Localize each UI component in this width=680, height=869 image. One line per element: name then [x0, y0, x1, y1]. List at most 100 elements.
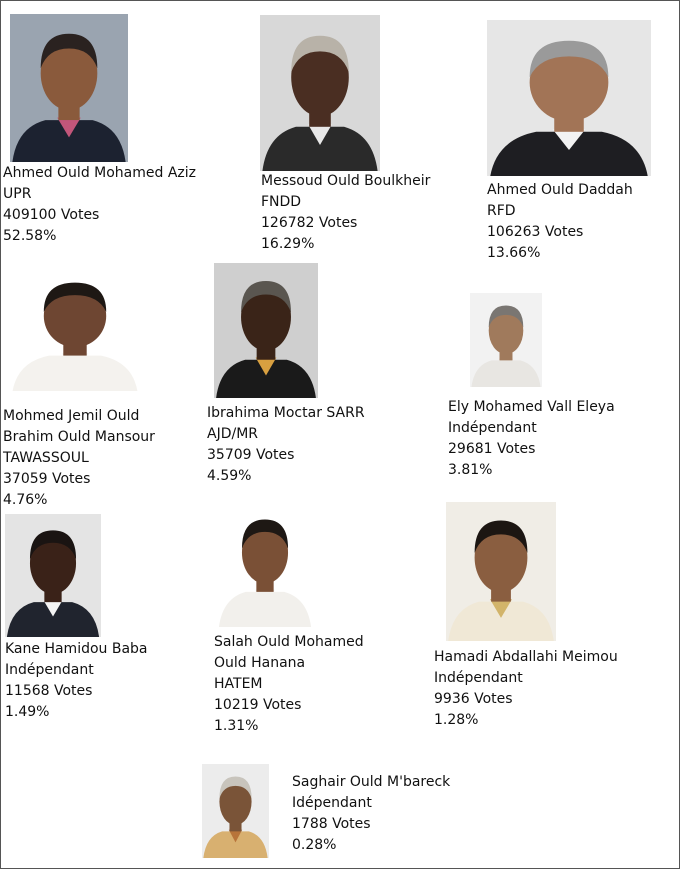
portrait-collar: [62, 353, 88, 371]
candidate-percent: 0.28%: [292, 837, 337, 853]
candidate-info: Mohmed Jemil Ould Brahim Ould Mansour TA…: [3, 406, 155, 511]
candidate-votes: 29681 Votes: [448, 441, 536, 457]
portrait-hair: [40, 33, 98, 69]
candidate-photo: [487, 20, 651, 176]
candidate-percent: 16.29%: [261, 236, 315, 252]
portrait-face: [241, 283, 291, 351]
portrait-shoulders: [490, 131, 648, 176]
candidate-party: FNDD: [261, 194, 302, 210]
candidate-info: Saghair Ould M'bareck Idépendant 1788 Vo…: [292, 772, 450, 856]
portrait-face: [241, 521, 289, 584]
portrait-collar: [552, 129, 586, 150]
portrait-collar: [43, 600, 63, 617]
portrait-collar: [498, 358, 514, 372]
portrait-hair: [29, 530, 77, 560]
portrait-shoulders: [216, 359, 316, 398]
candidate-party: Idépendant: [292, 795, 372, 811]
portrait-shoulders: [12, 355, 138, 391]
portrait-face: [529, 43, 609, 122]
candidate-votes: 126782 Votes: [261, 215, 358, 231]
portrait-collar: [490, 599, 512, 618]
portrait-face: [43, 284, 107, 348]
candidate-percent: 52.58%: [3, 228, 57, 244]
candidate-info: Ely Mohamed Vall Eleya Indépendant 29681…: [448, 397, 615, 481]
candidate-photo: [10, 14, 128, 162]
candidate-percent: 3.81%: [448, 462, 493, 478]
candidate-name: Mohmed Jemil Ould: [3, 408, 140, 424]
portrait-shoulders: [471, 360, 541, 387]
portrait-shoulders: [218, 591, 312, 627]
candidate-info: Kane Hamidou Baba Indépendant 11568 Vote…: [5, 639, 148, 723]
candidate-percent: 1.28%: [434, 712, 479, 728]
candidate-info: Salah Ould Mohamed Ould Hanana HATEM 102…: [214, 632, 364, 737]
portrait-hair: [488, 305, 524, 328]
candidate-percent: 4.59%: [207, 468, 252, 484]
candidate-percent: 1.49%: [5, 704, 50, 720]
portrait-collar: [228, 829, 243, 843]
portrait-hair: [241, 281, 291, 313]
candidate-votes: 9936 Votes: [434, 691, 513, 707]
portrait-shoulders: [448, 601, 554, 641]
candidate-info: Ibrahima Moctar SARR AJD/MR 35709 Votes …: [207, 403, 365, 487]
portrait-face: [488, 307, 524, 355]
candidate-info: Ahmed Ould Mohamed Aziz UPR 409100 Votes…: [3, 163, 196, 247]
candidate-name: Salah Ould Mohamed: [214, 634, 364, 650]
candidate-photo: [214, 263, 318, 398]
candidate-photo: [260, 15, 380, 171]
candidate-votes: 409100 Votes: [3, 207, 100, 223]
candidate-party: UPR: [3, 186, 32, 202]
candidate-photo: [446, 502, 556, 641]
portrait-collar: [308, 124, 332, 145]
portrait-shoulders: [203, 831, 268, 858]
candidate-percent: 1.31%: [214, 718, 259, 734]
candidate-party: Indépendant: [434, 670, 523, 686]
portrait-collar: [255, 357, 277, 376]
candidate-photo: [470, 293, 542, 387]
portrait-hair: [291, 35, 349, 73]
candidate-name: Ahmed Ould Mohamed Aziz: [3, 165, 197, 181]
candidate-votes: 37059 Votes: [3, 471, 91, 487]
portrait-hair: [241, 519, 289, 549]
candidate-info: Ahmed Ould Daddah RFD 106263 Votes 13.66…: [487, 180, 633, 264]
candidate-percent: 4.76%: [3, 492, 48, 508]
candidate-party: Indépendant: [448, 420, 537, 436]
candidate-party: Indépendant: [5, 662, 94, 678]
portrait-face: [40, 36, 98, 111]
portrait-shoulders: [12, 120, 126, 162]
candidate-party: RFD: [487, 203, 516, 219]
candidate-photo: [202, 764, 269, 858]
portrait-hair: [474, 520, 528, 553]
portrait-face: [474, 522, 528, 593]
candidate-name: Saghair Ould M'bareck: [292, 774, 451, 790]
candidate-party: HATEM: [214, 676, 263, 692]
candidate-photo: [217, 503, 313, 627]
candidate-info: Hamadi Abdallahi Meimou Indépendant 9936…: [434, 647, 618, 731]
candidate-party: TAWASSOUL: [3, 450, 89, 466]
portrait-shoulders: [6, 602, 100, 637]
candidate-percent: 13.66%: [487, 245, 541, 261]
candidate-votes: 10219 Votes: [214, 697, 302, 713]
portrait-hair: [219, 776, 252, 799]
candidate-photo: [5, 514, 101, 637]
candidate-info: Messoud Ould Boulkheir FNDD 126782 Votes…: [261, 171, 430, 255]
candidate-name: Ould Hanana: [214, 655, 306, 671]
candidate-name: Messoud Ould Boulkheir: [261, 173, 431, 189]
portrait-collar: [255, 589, 275, 607]
portrait-collar: [57, 117, 81, 138]
candidate-votes: 1788 Votes: [292, 816, 371, 832]
candidate-votes: 35709 Votes: [207, 447, 295, 463]
portrait-face: [219, 778, 252, 826]
portrait-face: [291, 38, 349, 117]
candidate-votes: 11568 Votes: [5, 683, 93, 699]
candidate-votes: 106263 Votes: [487, 224, 584, 240]
candidate-name: Ahmed Ould Daddah: [487, 182, 633, 198]
portrait-face: [29, 532, 77, 594]
portrait-hair: [529, 40, 609, 78]
candidate-name: Ely Mohamed Vall Eleya: [448, 399, 615, 415]
candidate-name: Brahim Ould Mansour: [3, 429, 155, 445]
candidate-photo: [10, 266, 140, 391]
portrait-hair: [43, 282, 107, 312]
candidate-name: Hamadi Abdallahi Meimou: [434, 649, 618, 665]
portrait-shoulders: [262, 126, 378, 171]
candidate-party: AJD/MR: [207, 426, 259, 442]
